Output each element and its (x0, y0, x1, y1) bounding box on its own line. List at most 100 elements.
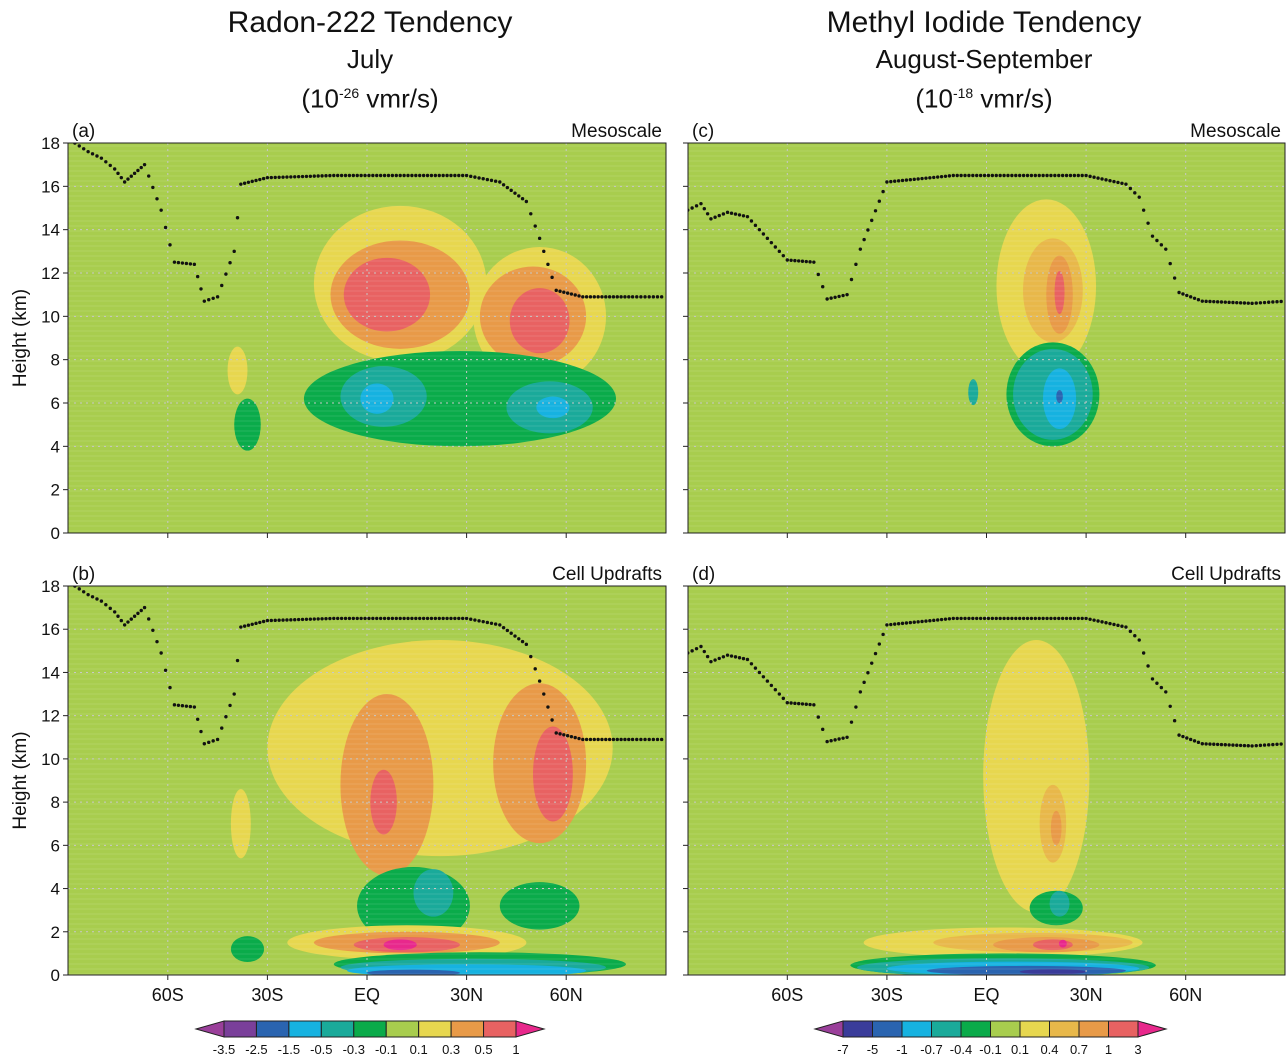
tropopause-dot (195, 717, 200, 721)
tropopause-dot (928, 619, 932, 623)
tropopause-dot (912, 620, 916, 624)
tropopause-dot (265, 618, 270, 623)
tropopause-dot (596, 737, 600, 742)
xtick-label: 30S (251, 985, 283, 1005)
tropopause-dot (816, 715, 820, 719)
tropopause-dot (821, 727, 825, 732)
colorbar-label: 0.4 (1040, 1042, 1058, 1057)
tropopause-dot (550, 275, 554, 280)
tropopause-dot (129, 617, 133, 621)
tropopause-dot (777, 692, 782, 696)
tropopause-dot (215, 737, 220, 742)
tropopause-dot (963, 173, 967, 178)
tropopause-dot (635, 295, 639, 299)
tropopause-dot (304, 617, 309, 622)
tropopause-dot (592, 737, 596, 742)
tropopause-dot (449, 616, 453, 621)
contour-level--0.1 (499, 882, 580, 930)
tropopause-dot (1215, 742, 1220, 747)
tropopause-dot (1219, 300, 1224, 304)
tropopause-dot (239, 625, 243, 629)
contour-level-0.5 (343, 257, 431, 332)
tropopause-dot (600, 737, 604, 742)
tropopause-dot (873, 209, 878, 213)
tropopause-dot (308, 617, 313, 621)
tropopause-dot (841, 736, 845, 740)
colorbar-swatch (872, 1020, 903, 1038)
tropopause-dot (136, 168, 140, 173)
tropopause-dot (982, 173, 987, 178)
tropopause-dot (562, 290, 566, 294)
tropopause-dot (347, 616, 352, 621)
tropopause-dot (702, 207, 706, 211)
tropopause-dot (112, 610, 117, 614)
tropopause-dot (1188, 737, 1193, 742)
tropopause-dot (741, 656, 746, 661)
tropopause-dot (228, 261, 232, 265)
tropopause-dot (513, 191, 517, 195)
tropopause-dot (569, 734, 574, 739)
tropopause-dot (81, 147, 86, 151)
tropopause-dot (136, 611, 140, 616)
tropopause-dot (1045, 173, 1049, 178)
tropopause-dot (493, 622, 498, 626)
tropopause-dot (464, 616, 469, 621)
tropopause-dot (1068, 616, 1073, 621)
tropopause-dot (119, 618, 124, 623)
tropopause-dot (749, 219, 754, 223)
tropopause-dot (1267, 743, 1271, 747)
ytick-label: 6 (51, 836, 60, 855)
tropopause-dot (168, 243, 172, 247)
tropopause-dot (99, 599, 104, 603)
tropopause-dot (142, 162, 147, 167)
tropopause-dot (1018, 616, 1022, 621)
tropopause-dot (709, 217, 713, 221)
tropopause-dot (885, 180, 889, 184)
colorbar-swatch (931, 1020, 962, 1038)
tropopause-dot (1137, 195, 1141, 199)
tropopause-dot (573, 293, 577, 297)
ytick-label: 18 (41, 577, 60, 596)
tropopause-dot (398, 616, 402, 621)
colorbar-label: -0.3 (343, 1042, 365, 1057)
tropopause-dot (367, 173, 371, 178)
tropopause-dot (469, 174, 473, 179)
contour-level--1.5 (367, 969, 460, 975)
tropopause-dot (916, 620, 920, 624)
contour-layer (688, 586, 1285, 975)
tropopause-dot (990, 173, 995, 178)
tropopause-dot (796, 259, 801, 263)
xtick-label: 60N (550, 985, 583, 1005)
tropopause-dot (1021, 616, 1026, 621)
tropopause-dot (386, 173, 391, 178)
tropopause-dot (418, 173, 422, 178)
tropopause-dot (1168, 704, 1172, 709)
tropopause-dot (304, 174, 309, 179)
tropopause-dot (457, 173, 461, 178)
tropopause-dot (1215, 300, 1220, 304)
colorbar-label: -1.5 (278, 1042, 300, 1057)
tropopause-dot (643, 737, 647, 742)
tropopause-dot (967, 173, 971, 178)
tropopause-dot (808, 260, 812, 264)
tropopause-dot (1076, 173, 1080, 178)
tropopause-dot (90, 152, 95, 156)
right-units-exponent: -18 (952, 85, 974, 101)
tropopause-dot (655, 737, 660, 742)
panel-label: Cell Updrafts (1171, 564, 1281, 585)
colorbar-swatch (1049, 1020, 1080, 1038)
tropopause-dot (1271, 300, 1275, 304)
colorbar-swatch (223, 1020, 257, 1038)
panel-letter: (b) (72, 564, 95, 585)
tropopause-dot (800, 702, 805, 706)
tropopause-dot (690, 649, 694, 653)
tropopause-dot (978, 616, 983, 621)
tropopause-dot (573, 735, 577, 740)
tropopause-dot (402, 616, 406, 621)
tropopause-dot (615, 737, 619, 742)
tropopause-dot (355, 616, 359, 621)
tropopause-dot (129, 174, 133, 178)
tropopause-dot (1088, 617, 1092, 621)
colorbar-swatch (320, 1020, 355, 1038)
tropopause-dot (1080, 173, 1084, 178)
